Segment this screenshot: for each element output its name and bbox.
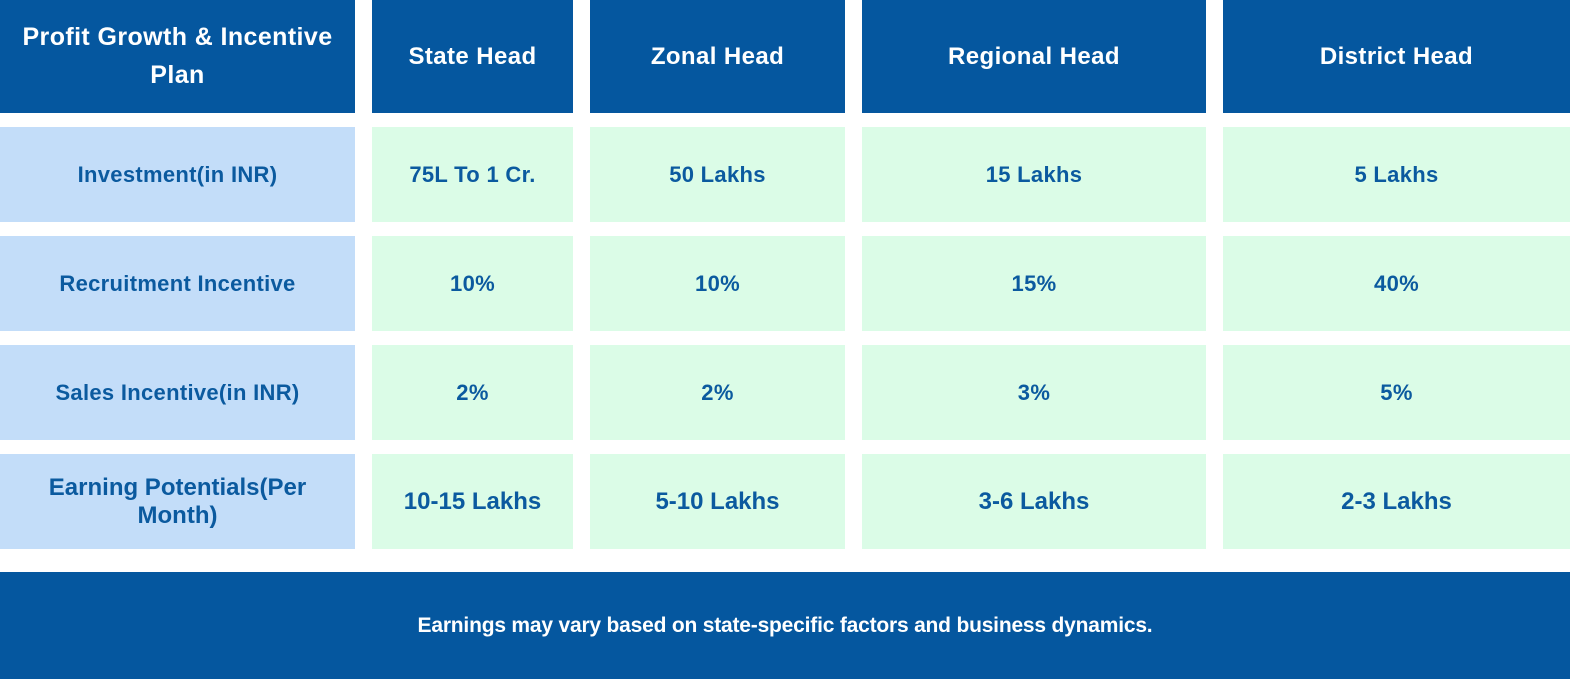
row-label-sales-incentive: Sales Incentive(in INR)	[0, 345, 355, 440]
cell-investment-zonal-head: 50 Lakhs	[590, 127, 845, 222]
cell-investment-state-head: 75L To 1 Cr.	[372, 127, 573, 222]
cell-sales-regional-head: 3%	[862, 345, 1206, 440]
row-label-investment: Investment(in INR)	[0, 127, 355, 222]
cell-investment-regional-head: 15 Lakhs	[862, 127, 1206, 222]
cell-sales-state-head: 2%	[372, 345, 573, 440]
cell-investment-district-head: 5 Lakhs	[1223, 127, 1570, 222]
cell-recruitment-regional-head: 15%	[862, 236, 1206, 331]
column-header-district-head: District Head	[1223, 0, 1570, 113]
table-title: Profit Growth & Incentive Plan	[0, 0, 355, 113]
row-label-earning-potentials: Earning Potentials(Per Month)	[0, 454, 355, 549]
row-label-recruitment-incentive: Recruitment Incentive	[0, 236, 355, 331]
cell-earning-zonal-head: 5-10 Lakhs	[590, 454, 845, 549]
table-grid: Profit Growth & Incentive Plan State Hea…	[0, 0, 1570, 549]
cell-recruitment-district-head: 40%	[1223, 236, 1570, 331]
cell-earning-district-head: 2-3 Lakhs	[1223, 454, 1570, 549]
cell-recruitment-zonal-head: 10%	[590, 236, 845, 331]
cell-sales-district-head: 5%	[1223, 345, 1570, 440]
cell-earning-regional-head: 3-6 Lakhs	[862, 454, 1206, 549]
cell-sales-zonal-head: 2%	[590, 345, 845, 440]
column-header-state-head: State Head	[372, 0, 573, 113]
cell-recruitment-state-head: 10%	[372, 236, 573, 331]
footer-note-bar: Earnings may vary based on state-specifi…	[0, 572, 1570, 679]
cell-earning-state-head: 10-15 Lakhs	[372, 454, 573, 549]
column-header-zonal-head: Zonal Head	[590, 0, 845, 113]
column-header-regional-head: Regional Head	[862, 0, 1206, 113]
footer-note: Earnings may vary based on state-specifi…	[417, 613, 1153, 637]
